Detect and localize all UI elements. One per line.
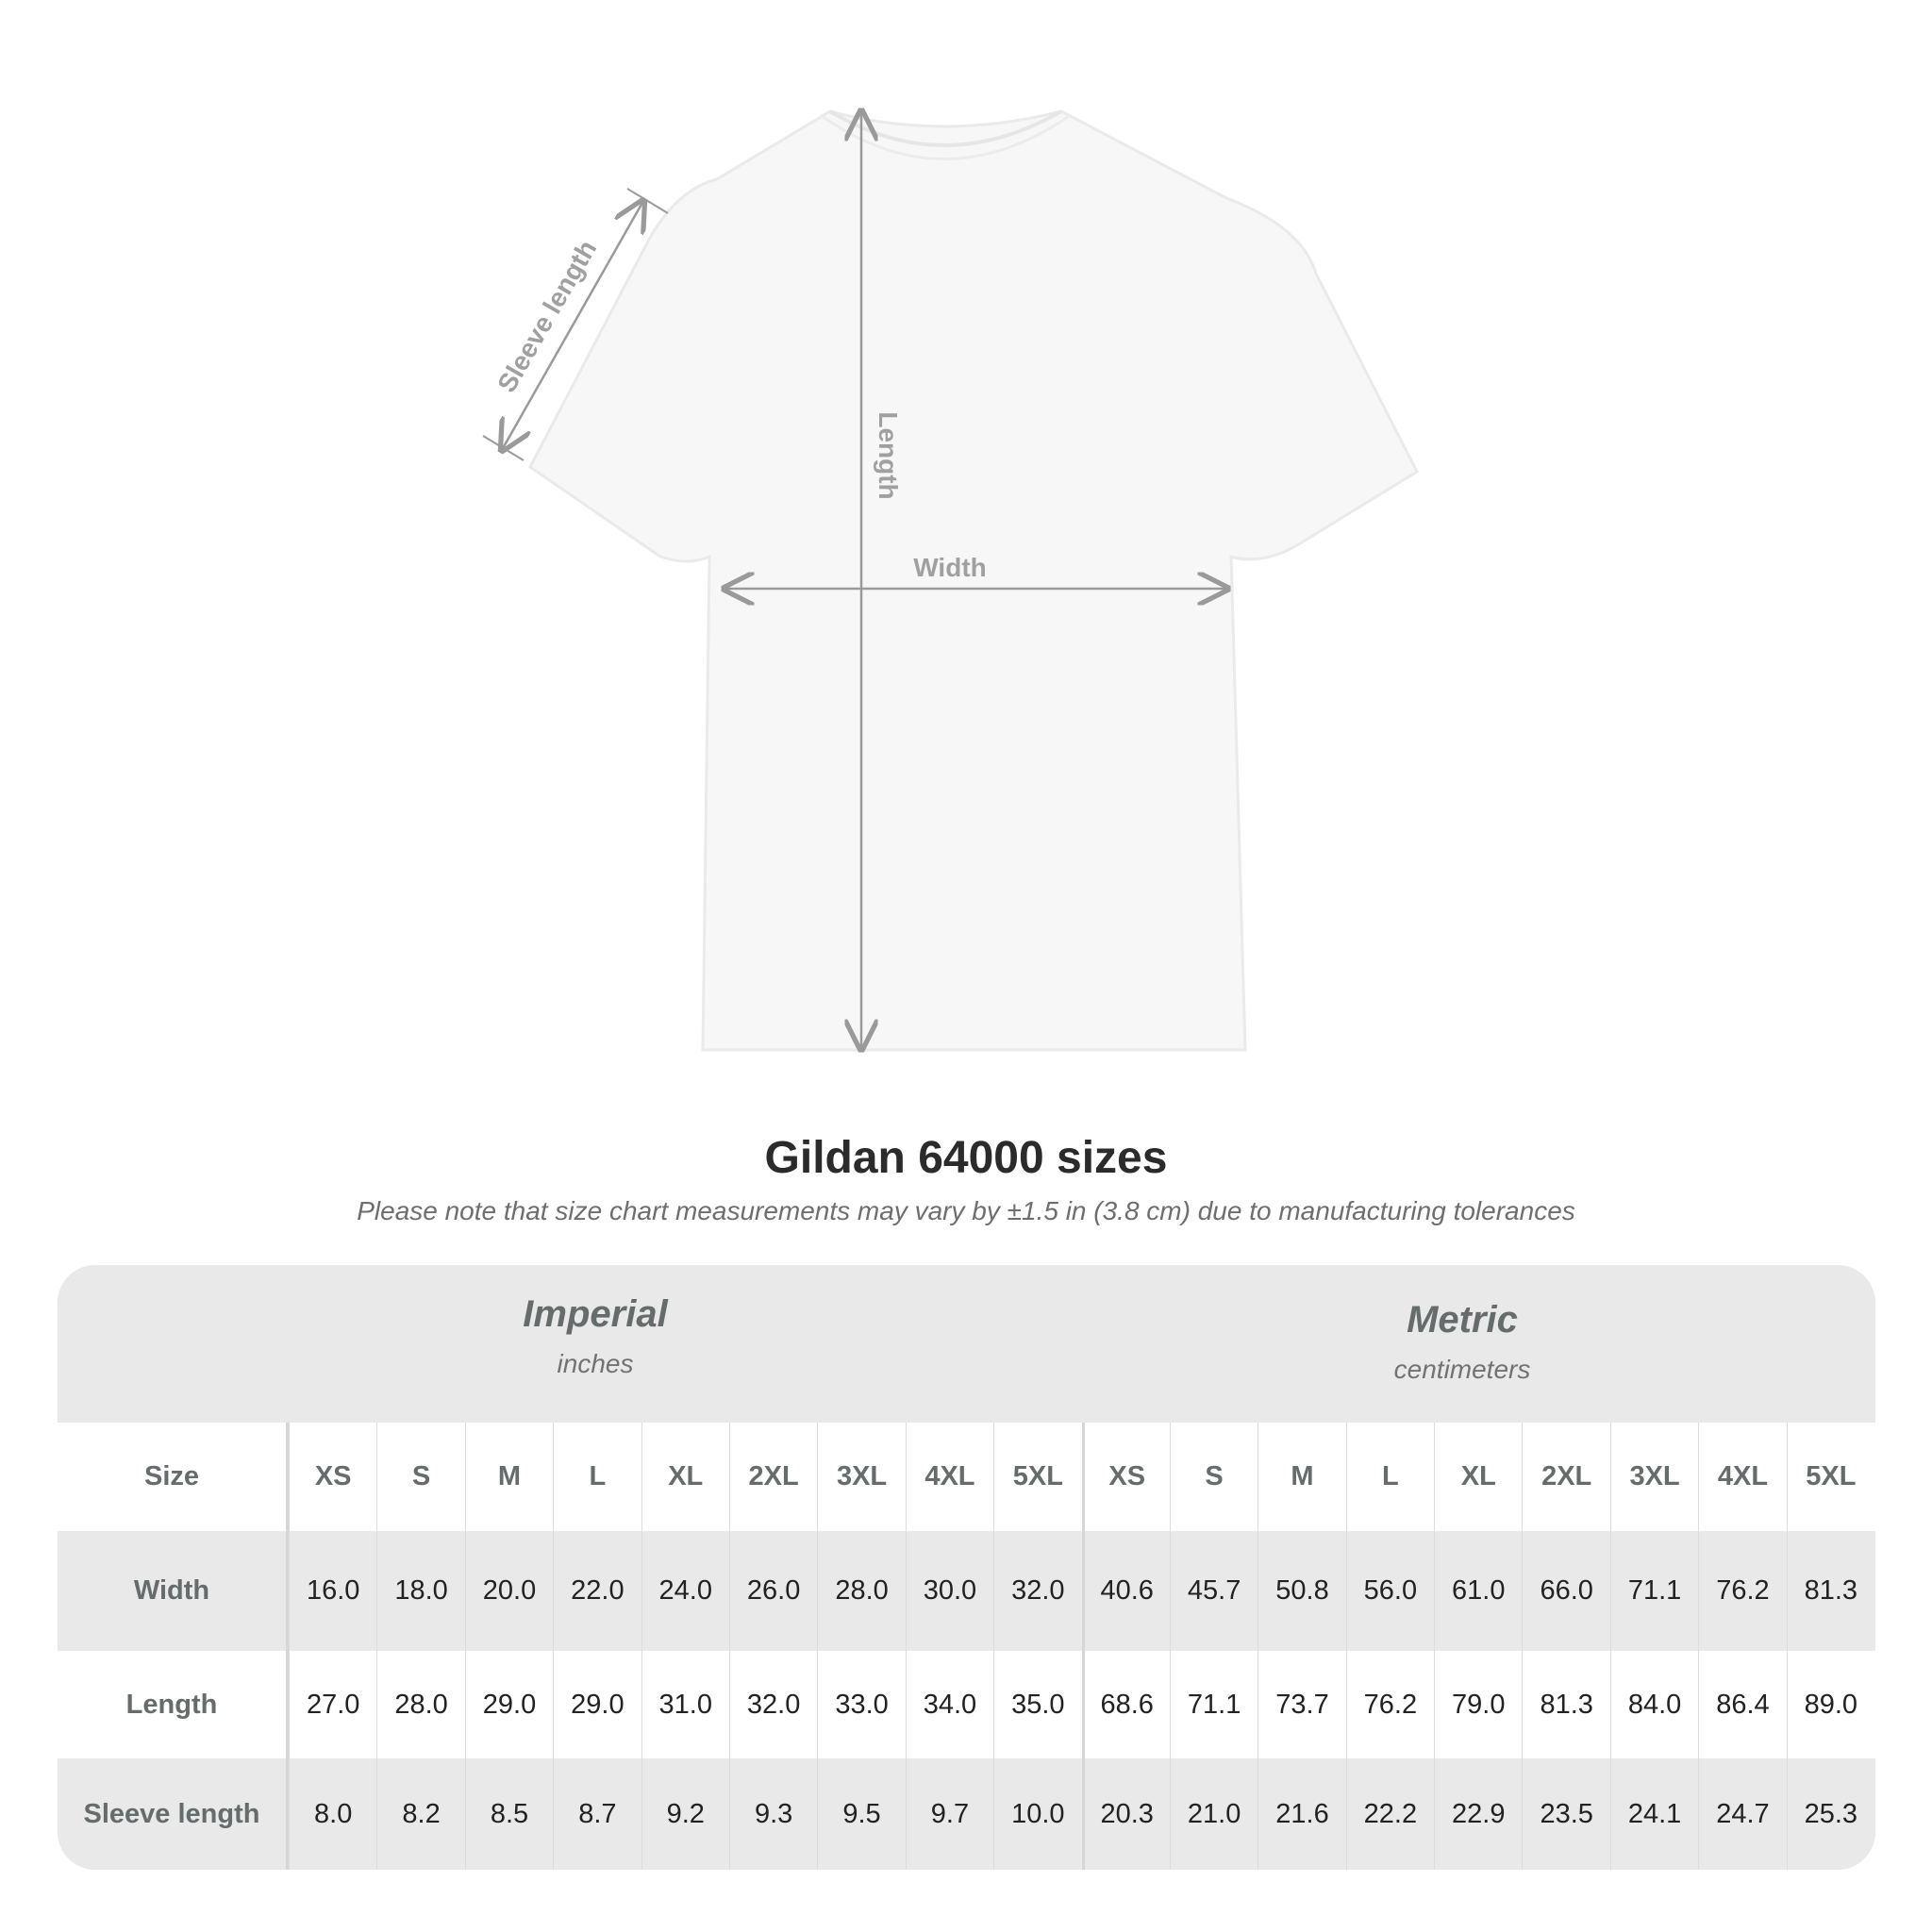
table-row: Width 16.0 18.0 20.0 22.0 24.0 26.0 28.0 30.0 32.…: [58, 1531, 1875, 1651]
cell-metric: 24.7: [1698, 1758, 1786, 1870]
cell-imperial: 8.7: [553, 1758, 641, 1870]
size-header-metric: L: [1345, 1423, 1434, 1531]
cell-imperial: 24.0: [641, 1531, 729, 1651]
size-header-imperial: XL: [641, 1423, 729, 1531]
size-header-imperial: M: [464, 1423, 553, 1531]
metric-title: Metric: [1407, 1299, 1518, 1341]
table-row: Length 27.0 28.0 29.0 29.0 31.0 32.0 33.0 34.0 35…: [58, 1651, 1875, 1758]
cell-metric: 73.7: [1257, 1651, 1345, 1758]
cell-metric: 71.1: [1169, 1651, 1257, 1758]
cell-metric: 89.0: [1786, 1651, 1874, 1758]
cell-imperial: 31.0: [641, 1651, 729, 1758]
cell-metric: 81.3: [1786, 1531, 1874, 1651]
imperial-title: Imperial: [523, 1293, 668, 1335]
cell-imperial: 28.0: [376, 1651, 464, 1758]
tolerance-note: Please note that size chart measurements…: [357, 1196, 1575, 1225]
cell-metric: 24.1: [1609, 1758, 1698, 1870]
size-header-metric: XS: [1081, 1423, 1170, 1531]
size-header-metric: 3XL: [1609, 1423, 1698, 1531]
cell-metric: 68.6: [1081, 1651, 1170, 1758]
cell-metric: 76.2: [1698, 1531, 1786, 1651]
cell-metric: 21.6: [1257, 1758, 1345, 1870]
cell-metric: 61.0: [1434, 1531, 1522, 1651]
cell-imperial: 8.2: [376, 1758, 464, 1870]
cell-imperial: 33.0: [817, 1651, 905, 1758]
size-header-metric: 4XL: [1698, 1423, 1786, 1531]
cell-metric: 86.4: [1698, 1651, 1786, 1758]
size-header-imperial: 5XL: [993, 1423, 1081, 1531]
size-header-imperial: XS: [289, 1423, 376, 1531]
cell-metric: 40.6: [1081, 1531, 1170, 1651]
table-header-band: [58, 1265, 1875, 1423]
cell-metric: 20.3: [1081, 1758, 1170, 1870]
cell-metric: 45.7: [1169, 1531, 1257, 1651]
cell-metric: 76.2: [1345, 1651, 1434, 1758]
cell-metric: 21.0: [1169, 1758, 1257, 1870]
size-header-imperial: 2XL: [728, 1423, 817, 1531]
sleeve-arrow: [502, 201, 643, 450]
size-header-imperial: S: [376, 1423, 464, 1531]
cell-imperial: 9.5: [817, 1758, 905, 1870]
cell-imperial: 9.2: [641, 1758, 729, 1870]
cell-imperial: 8.0: [289, 1758, 376, 1870]
cell-imperial: 29.0: [553, 1651, 641, 1758]
size-header-metric: S: [1169, 1423, 1257, 1531]
metric-unit: centimeters: [1393, 1355, 1531, 1384]
cell-imperial: 30.0: [905, 1531, 993, 1651]
cell-imperial: 9.7: [905, 1758, 993, 1870]
cell-imperial: 32.0: [728, 1651, 817, 1758]
size-header-metric: M: [1257, 1423, 1345, 1531]
cell-imperial: 32.0: [993, 1531, 1081, 1651]
metric-header: Metric centimeters: [1179, 1299, 1745, 1385]
tshirt-diagram: Sleeve length Length Width: [482, 0, 1419, 1113]
cell-metric: 71.1: [1609, 1531, 1698, 1651]
imperial-header: Imperial inches: [312, 1293, 878, 1379]
width-label: Width: [913, 553, 987, 582]
size-table: Imperial inches Metric centimeters Size …: [58, 1265, 1875, 1870]
cell-metric: 22.2: [1345, 1758, 1434, 1870]
cell-imperial: 20.0: [464, 1531, 553, 1651]
row-label: Width: [58, 1531, 289, 1651]
size-header-row: Size XS S M L XL 2XL 3XL 4XL 5XL XS S M L XL 2XL 3XL 4XL…: [58, 1423, 1875, 1531]
cell-imperial: 8.5: [464, 1758, 553, 1870]
cell-imperial: 16.0: [289, 1531, 376, 1651]
cell-imperial: 26.0: [728, 1531, 817, 1651]
size-header-imperial: 4XL: [905, 1423, 993, 1531]
size-header-imperial: 3XL: [817, 1423, 905, 1531]
cell-metric: 84.0: [1609, 1651, 1698, 1758]
length-label: Length: [874, 411, 903, 499]
page-title: Gildan 64000 sizes: [764, 1133, 1168, 1183]
size-header-imperial: L: [553, 1423, 641, 1531]
cell-metric: 25.3: [1786, 1758, 1874, 1870]
cell-metric: 22.9: [1434, 1758, 1522, 1870]
size-header-metric: 5XL: [1786, 1423, 1874, 1531]
table-row: Sleeve length 8.0 8.2 8.5 8.7 9.2 9.3 9.5 9.7 10.…: [58, 1758, 1875, 1870]
cell-metric: 66.0: [1522, 1531, 1609, 1651]
cell-imperial: 18.0: [376, 1531, 464, 1651]
cell-imperial: 22.0: [553, 1531, 641, 1651]
cell-imperial: 9.3: [728, 1758, 817, 1870]
cell-imperial: 10.0: [993, 1758, 1081, 1870]
cell-imperial: 28.0: [817, 1531, 905, 1651]
cell-imperial: 27.0: [289, 1651, 376, 1758]
cell-metric: 81.3: [1522, 1651, 1609, 1758]
cell-imperial: 35.0: [993, 1651, 1081, 1758]
cell-metric: 56.0: [1345, 1531, 1434, 1651]
cell-metric: 79.0: [1434, 1651, 1522, 1758]
cell-metric: 50.8: [1257, 1531, 1345, 1651]
size-header-metric: 2XL: [1522, 1423, 1609, 1531]
cell-metric: 23.5: [1522, 1758, 1609, 1870]
imperial-unit: inches: [557, 1349, 634, 1378]
size-header-metric: XL: [1434, 1423, 1522, 1531]
size-label: Size: [58, 1423, 289, 1531]
cell-imperial: 29.0: [464, 1651, 553, 1758]
row-label: Sleeve length: [58, 1758, 289, 1870]
cell-imperial: 34.0: [905, 1651, 993, 1758]
row-label: Length: [58, 1651, 289, 1758]
